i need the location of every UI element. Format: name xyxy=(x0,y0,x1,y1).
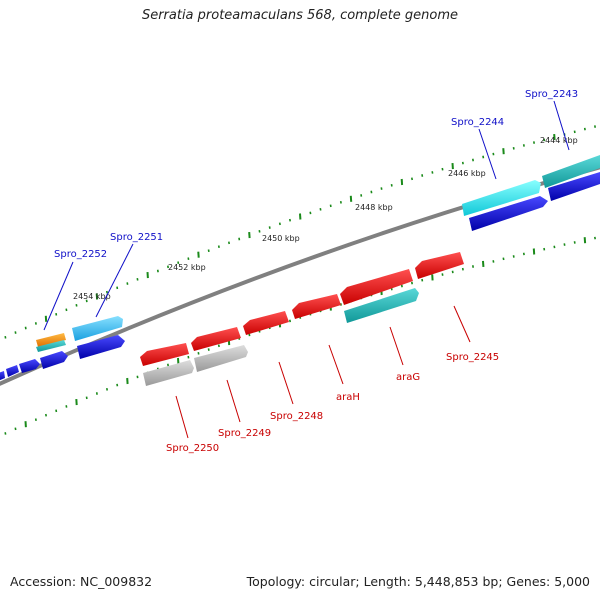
leader-line xyxy=(553,100,570,151)
cds-feature xyxy=(36,340,66,352)
gene-label: Spro_2248 xyxy=(270,411,323,422)
leader-line xyxy=(175,395,189,439)
scale-label: 2454 kbp xyxy=(73,292,111,301)
cds-feature xyxy=(548,172,600,201)
cds-feature xyxy=(36,333,66,347)
gene-label: Spro_2244 xyxy=(451,117,504,128)
cds-feature xyxy=(243,311,289,335)
cds-feature xyxy=(77,335,125,359)
cds-feature xyxy=(415,252,464,279)
scale-label: 2452 kbp xyxy=(168,263,206,272)
cds-feature xyxy=(340,269,413,305)
gene-label: Spro_2245 xyxy=(446,352,499,363)
cds-feature xyxy=(72,316,123,341)
scale-label: 2446 kbp xyxy=(448,169,486,178)
gene-label: Spro_2250 xyxy=(166,443,219,454)
leader-line xyxy=(478,128,497,180)
leader-line xyxy=(226,379,241,423)
gene-label: Spro_2249 xyxy=(218,428,271,439)
reverse-feature-track xyxy=(143,288,419,386)
cds-feature xyxy=(6,365,19,377)
leader-line xyxy=(389,326,404,366)
gene-label: Spro_2243 xyxy=(525,89,578,100)
cds-feature xyxy=(143,360,194,386)
genome-title: Serratia proteamaculans 568, complete ge… xyxy=(141,8,459,23)
gene-label: araH xyxy=(336,392,360,403)
forward-feature-track xyxy=(36,155,600,352)
leader-line xyxy=(95,243,134,318)
reverse-cds-track xyxy=(140,252,464,366)
accession-text: Accession: NC_009832 xyxy=(10,574,153,589)
cds-feature xyxy=(140,343,189,366)
scale-label: 2448 kbp xyxy=(355,203,393,212)
forward-cds-track xyxy=(0,172,600,381)
cds-feature xyxy=(344,288,419,323)
gene-label: araG xyxy=(396,372,420,383)
cds-feature xyxy=(292,294,341,319)
cds-feature xyxy=(462,180,541,216)
cds-feature xyxy=(19,359,40,373)
leader-line xyxy=(278,361,294,405)
leader-line xyxy=(453,305,471,343)
scale-label: 2450 kbp xyxy=(262,234,300,243)
leader-line xyxy=(43,261,74,331)
cds-feature xyxy=(194,345,248,372)
cds-feature xyxy=(469,196,548,231)
gene-label: Spro_2251 xyxy=(110,232,163,243)
inner-tick-ring xyxy=(4,236,596,435)
cds-feature xyxy=(191,327,241,351)
cds-feature xyxy=(0,371,5,381)
scale-label: 2444 kbp xyxy=(540,136,578,145)
outer-tick-ring xyxy=(4,125,596,339)
leader-lines xyxy=(43,100,570,439)
cds-feature xyxy=(542,155,600,188)
cds-feature xyxy=(40,351,68,369)
topology-text: Topology: circular; Length: 5,448,853 bp… xyxy=(246,574,590,589)
gene-label: Spro_2252 xyxy=(54,249,107,260)
leader-line xyxy=(328,344,344,385)
